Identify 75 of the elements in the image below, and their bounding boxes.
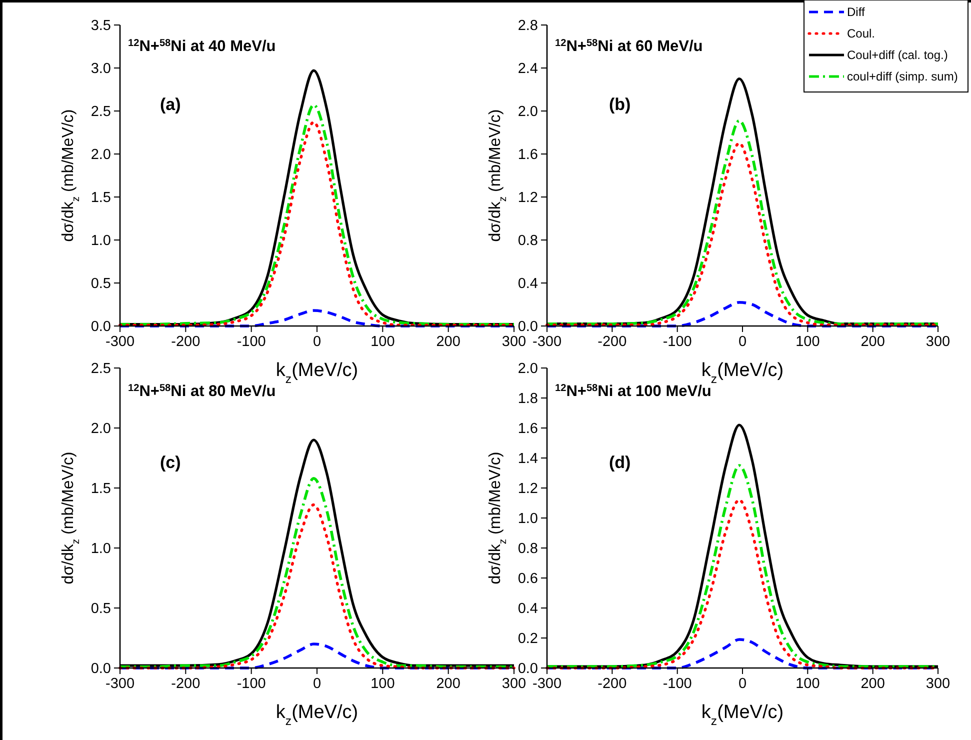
y-tick-label: 1.2 xyxy=(518,481,538,498)
y-tick-label: 1.4 xyxy=(518,451,538,468)
x-tick-label: -300 xyxy=(105,676,135,692)
x-tick-label: 0 xyxy=(738,334,747,350)
x-tick-label: 100 xyxy=(796,334,820,350)
legend-label: Coul+diff (cal. tog.) xyxy=(847,48,948,62)
y-tick-label: 1.5 xyxy=(90,190,111,206)
legend-label: coul+diff (simp. sum) xyxy=(847,70,958,84)
x-tick-label: -300 xyxy=(532,676,562,692)
y-tick-label: 0.8 xyxy=(518,541,538,558)
x-tick-label: 200 xyxy=(436,676,460,692)
x-tick-label: 100 xyxy=(370,676,395,692)
y-tick-label: 2.5 xyxy=(90,361,111,378)
y-tick-label: 0.0 xyxy=(518,661,538,678)
y-tick-label: 1.8 xyxy=(518,391,538,408)
x-tick-label: -200 xyxy=(598,334,627,350)
y-tick-label: 0.5 xyxy=(90,601,111,618)
x-axis-title: k$_{z}$(MeV/c) xyxy=(276,702,358,728)
y-tick-label: 0.0 xyxy=(518,319,538,336)
y-tick-label: 0.5 xyxy=(90,276,111,292)
y-tick-label: 3.5 xyxy=(90,18,111,34)
y-tick-label: 0.4 xyxy=(518,601,538,618)
x-tick-label: 200 xyxy=(436,334,460,350)
x-tick-label: -100 xyxy=(236,676,266,692)
x-tick-label: 300 xyxy=(502,676,526,692)
y-tick-label: 2.8 xyxy=(518,18,538,34)
x-tick-label: -200 xyxy=(598,676,627,692)
y-tick-label: 1.6 xyxy=(518,147,538,164)
y-tick-label: 2.0 xyxy=(518,104,538,120)
x-tick-label: 200 xyxy=(860,676,885,692)
x-axis-title: k$_{z}$(MeV/c) xyxy=(276,360,358,386)
x-tick-label: 0 xyxy=(738,676,747,692)
x-tick-label: 300 xyxy=(926,334,950,350)
y-tick-label: 0.8 xyxy=(518,233,538,250)
y-tick-label: 1.5 xyxy=(90,481,111,498)
text: $^{12}$N+$^{58}$Ni at 80 MeV/u xyxy=(128,382,276,400)
x-axis-title: k$_{z}$(MeV/c) xyxy=(701,702,784,728)
y-tick-label: 2.0 xyxy=(90,147,111,164)
y-tick-label: 0.4 xyxy=(518,276,538,292)
y-tick-label: 2.4 xyxy=(518,61,538,78)
x-tick-label: 300 xyxy=(502,334,526,350)
y-tick-label: 1.0 xyxy=(90,541,111,558)
y-tick-label: 1.0 xyxy=(518,511,538,528)
legend-label: Coul. xyxy=(847,26,876,41)
y-tick-label: 0.2 xyxy=(518,631,538,648)
annotation: (c) xyxy=(160,453,181,472)
y-tick-label: 2.0 xyxy=(90,421,111,438)
x-tick-label: -100 xyxy=(236,334,266,350)
annotation: (b) xyxy=(609,95,631,114)
y-tick-label: 3.0 xyxy=(90,61,111,78)
y-tick-label: 2.0 xyxy=(518,361,538,378)
x-tick-label: -300 xyxy=(105,334,135,350)
x-tick-label: 100 xyxy=(796,676,820,692)
x-tick-label: 0 xyxy=(312,334,322,350)
x-tick-label: 0 xyxy=(312,676,322,692)
annotation: (d) xyxy=(609,453,631,472)
x-tick-label: -200 xyxy=(171,676,200,692)
text: $^{12}$N+$^{58}$Ni at 60 MeV/u xyxy=(555,38,703,55)
y-tick-label: 0.0 xyxy=(90,661,111,678)
x-tick-label: -200 xyxy=(171,334,200,350)
y-tick-label: 1.0 xyxy=(90,233,111,250)
y-tick-label: 0.0 xyxy=(90,319,111,336)
annotation: (a) xyxy=(160,95,181,114)
text: $^{12}$N+$^{58}$Ni at 40 MeV/u xyxy=(128,38,276,55)
legend-label: Diff xyxy=(847,5,866,20)
x-tick-label: -100 xyxy=(662,334,692,350)
x-tick-label: -100 xyxy=(662,676,692,692)
y-tick-label: 1.6 xyxy=(518,421,538,438)
x-tick-label: 100 xyxy=(370,334,395,350)
y-tick-label: 2.5 xyxy=(90,104,111,120)
y-tick-label: 0.6 xyxy=(518,571,538,588)
y-tick-label: 1.2 xyxy=(518,190,538,206)
x-tick-label: -300 xyxy=(532,334,562,350)
x-tick-label: 200 xyxy=(860,334,885,350)
x-tick-label: 300 xyxy=(926,676,950,692)
